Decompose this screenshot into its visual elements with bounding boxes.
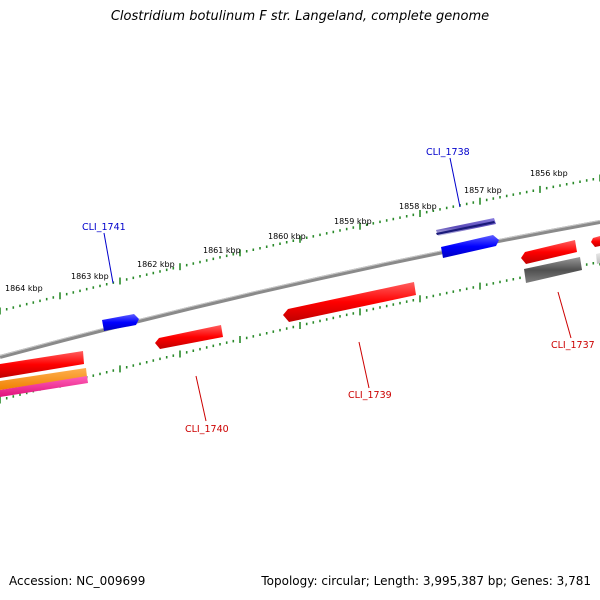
scale-ticks-outer [0,174,600,315]
gene-cli-1740-shape[interactable] [155,325,223,349]
accession-text: Accession: NC_009699 [9,574,146,588]
gene-cli-1739-shape[interactable] [283,282,416,322]
gene-label-cli-1741[interactable]: CLI_1741 [82,222,126,233]
genome-backbone [0,220,600,359]
gene-cli-1741-shape[interactable] [102,314,139,331]
gene-label-cli-1739[interactable]: CLI_1739 [348,390,392,401]
scale-label-1863: 1863 kbp [71,272,109,281]
gene-label-cli-1738[interactable]: CLI_1738 [426,147,470,158]
scale-labels: 1856 kbp 1857 kbp 1858 kbp 1859 kbp 1860… [5,169,568,293]
gene-label-cli-1740[interactable]: CLI_1740 [185,424,229,435]
scale-label-1862: 1862 kbp [137,260,175,269]
gene-cli-1738-shapes[interactable] [436,218,499,258]
scale-label-1864: 1864 kbp [5,284,43,293]
scale-label-1859: 1859 kbp [334,217,372,226]
gene-cli-1737-shapes[interactable] [521,240,582,283]
scale-label-1858: 1858 kbp [399,202,437,211]
scale-label-1856: 1856 kbp [530,169,568,178]
gene-label-cli-1737[interactable]: CLI_1737 [551,340,595,351]
scale-label-1861: 1861 kbp [203,246,241,255]
map-title: Clostridium botulinum F str. Langeland, … [110,9,490,24]
scale-label-1860: 1860 kbp [268,232,306,241]
gene-left-edge-shapes[interactable] [0,351,88,397]
gene-right-edge-shapes[interactable] [591,236,600,264]
leader-lines [103,157,572,422]
topology-summary: Topology: circular; Length: 3,995,387 bp… [261,574,591,588]
scale-label-1857: 1857 kbp [464,186,502,195]
